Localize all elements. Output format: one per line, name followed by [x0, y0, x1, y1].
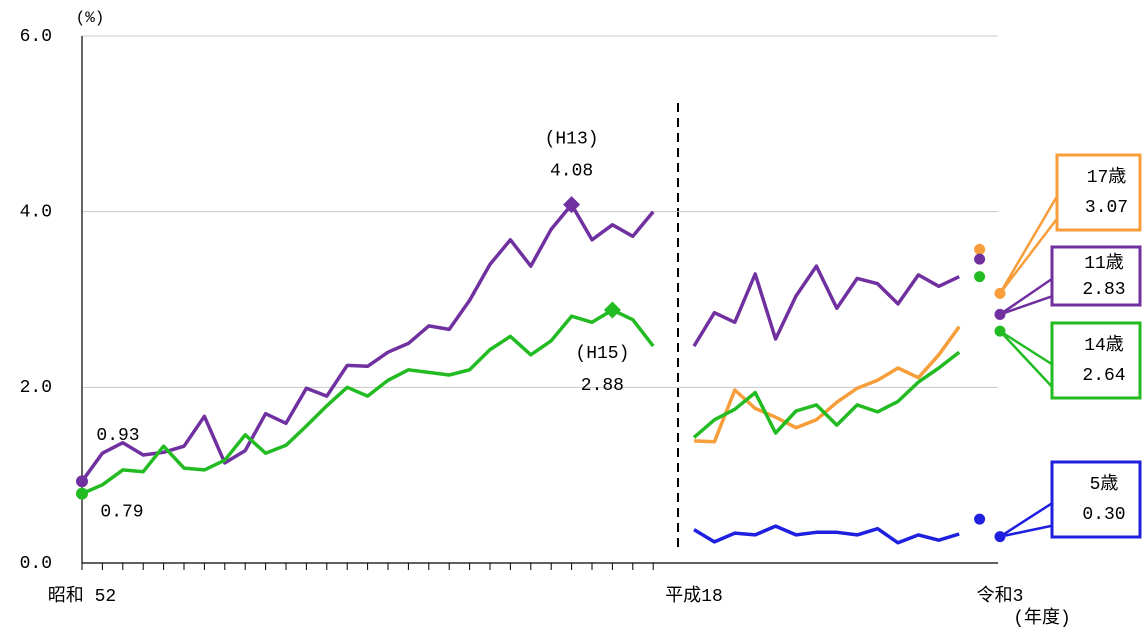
series-line — [81, 308, 961, 496]
callout-name: 5歳 — [1090, 473, 1119, 495]
value-label: 0.79 — [100, 502, 143, 522]
callout-box — [1055, 153, 1142, 232]
x-tick-label: 平成18 — [665, 585, 723, 607]
callout-value: 2.83 — [1082, 280, 1125, 300]
point-marker — [76, 487, 88, 500]
diamond-marker — [603, 301, 621, 319]
callout-value: 2.64 — [1082, 366, 1125, 386]
y-tick-label: 4.0 — [20, 202, 52, 222]
callout-name: 11歳 — [1084, 252, 1124, 274]
y-tick-label: 0.0 — [20, 554, 52, 574]
callout-box — [1050, 321, 1142, 400]
y-tick-label: 6.0 — [20, 27, 52, 47]
value-label: 2.88 — [581, 376, 624, 396]
callout-leader — [999, 330, 1053, 388]
series-line — [693, 524, 960, 545]
diamond-marker — [563, 196, 581, 214]
callout-name: 14歳 — [1084, 334, 1124, 356]
x-tick-label: 昭和 52 — [48, 585, 116, 607]
dot-marker — [974, 253, 986, 265]
dot-marker — [974, 243, 986, 255]
x-unit: (年度) — [1013, 607, 1071, 629]
y-unit: (%) — [76, 9, 105, 27]
callout-box — [1050, 245, 1142, 307]
callout-leader — [999, 277, 1053, 316]
series-line — [693, 325, 961, 444]
point-marker — [76, 475, 88, 488]
callout-value: 3.07 — [1085, 198, 1128, 218]
x-tick-label: 令和3 — [977, 585, 1024, 607]
callout-name: 17歳 — [1087, 166, 1127, 188]
series-line — [80, 202, 960, 483]
callout-box — [1050, 460, 1142, 539]
value-label: 0.93 — [96, 426, 139, 446]
note-label: (H13) — [545, 129, 599, 149]
dot-marker — [974, 513, 986, 525]
y-tick-label: 2.0 — [20, 378, 52, 398]
callout-leader — [998, 195, 1059, 295]
dot-marker — [974, 271, 986, 283]
note-label: (H15) — [575, 344, 629, 364]
callout-value: 0.30 — [1082, 505, 1125, 525]
callout-leader — [999, 502, 1053, 538]
value-label: 4.08 — [550, 161, 593, 181]
